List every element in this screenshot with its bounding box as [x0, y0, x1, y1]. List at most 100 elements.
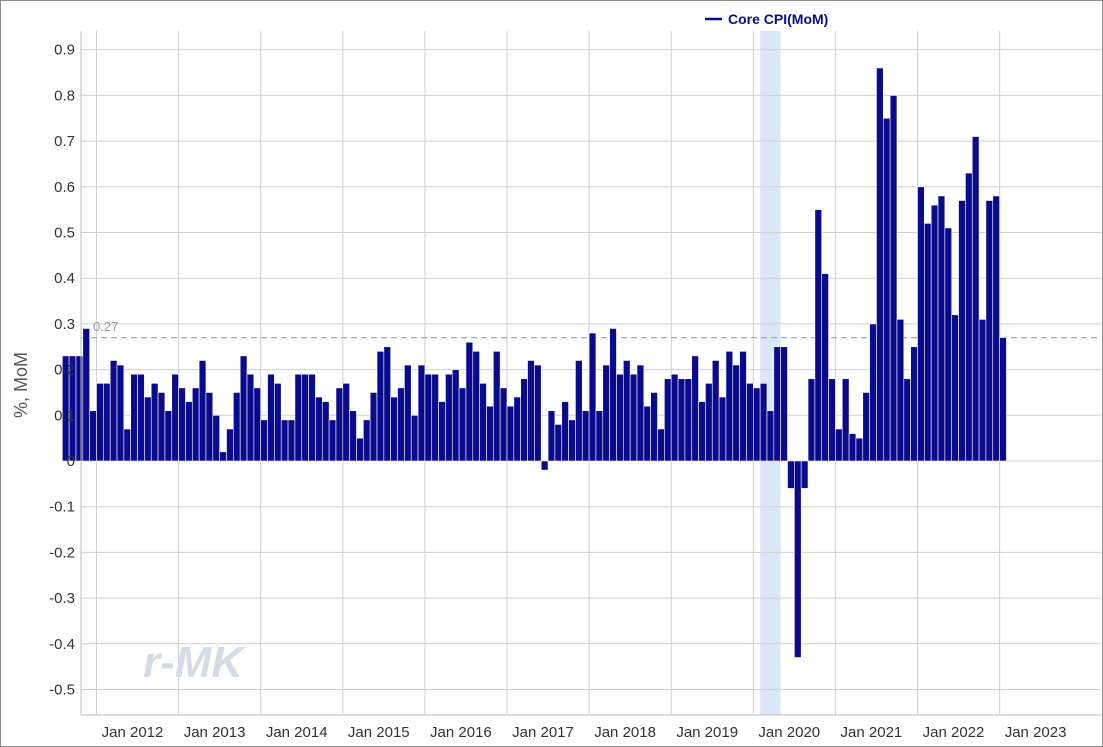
bar: [294, 373, 303, 462]
bar: [376, 351, 385, 462]
bar: [267, 373, 275, 462]
bar: [458, 387, 467, 462]
x-tick-label: Jan 2021: [841, 724, 903, 741]
y-tick-label: 0.1: [54, 407, 75, 424]
bar: [800, 460, 809, 489]
bar: [746, 383, 754, 462]
bar: [82, 328, 90, 462]
bar: [766, 410, 775, 462]
bar: [342, 383, 350, 462]
x-tick-label: Jan 2012: [102, 724, 164, 741]
bar: [732, 364, 740, 462]
bar: [451, 369, 460, 462]
bar: [828, 378, 836, 462]
bar: [629, 373, 638, 462]
bar: [930, 204, 939, 462]
bar: [965, 172, 973, 462]
bar: [424, 373, 433, 462]
bar: [684, 378, 693, 462]
bar: [787, 460, 795, 489]
bar: [280, 419, 289, 462]
bar: [575, 360, 583, 462]
bar: [547, 410, 556, 462]
bar: [958, 200, 966, 462]
x-tick-label: Jan 2017: [512, 724, 574, 741]
bar: [889, 95, 898, 462]
legend[interactable]: Core CPI(MoM): [705, 11, 828, 27]
bar: [664, 378, 672, 462]
bar: [472, 351, 480, 462]
y-tick-label: 0.5: [54, 225, 75, 242]
bar: [527, 360, 535, 462]
bar: [677, 378, 686, 462]
bar: [226, 428, 234, 462]
x-tick-label: Jan 2020: [758, 724, 820, 741]
x-tick-label: Jan 2023: [1005, 724, 1067, 741]
y-tick-label: 0: [67, 453, 75, 470]
bar: [540, 460, 549, 471]
bar: [602, 364, 610, 462]
bar: [438, 401, 446, 462]
bar: [75, 355, 84, 462]
bar: [246, 373, 255, 462]
bar: [554, 424, 563, 462]
bar: [609, 328, 617, 462]
bar: [841, 378, 850, 462]
bar: [773, 346, 781, 462]
bar: [123, 428, 132, 462]
bar: [581, 410, 590, 462]
bar: [855, 437, 864, 462]
bar: [725, 351, 734, 462]
bar: [178, 387, 186, 462]
y-tick-label: 0.4: [54, 270, 75, 287]
bar: [191, 387, 200, 462]
bar: [917, 186, 925, 462]
y-tick-label: -0.1: [49, 499, 75, 516]
bar: [698, 401, 706, 462]
y-tick-label: -0.3: [49, 590, 75, 607]
bar: [650, 392, 658, 462]
bar: [718, 396, 727, 462]
bar: [383, 346, 391, 462]
bar: [144, 396, 152, 462]
bar: [752, 387, 761, 462]
bar: [534, 364, 542, 462]
recession-shade: [760, 31, 781, 715]
x-tick-label: Jan 2016: [430, 724, 492, 741]
bar: [896, 319, 905, 462]
bar: [445, 373, 453, 462]
bar: [903, 378, 911, 462]
bar: [171, 373, 179, 462]
legend-label[interactable]: Core CPI(MoM): [728, 11, 828, 27]
bar: [561, 401, 569, 462]
watermark: r-MK: [143, 638, 246, 687]
bar: [198, 360, 207, 462]
x-tick-label: Jan 2015: [348, 724, 410, 741]
bar: [157, 392, 166, 462]
bar: [506, 405, 515, 462]
bar: [335, 387, 344, 462]
bar: [116, 364, 125, 462]
bar: [882, 117, 891, 462]
bar: [130, 373, 138, 462]
bar: [821, 273, 829, 462]
bar: [862, 392, 870, 462]
bar: [89, 410, 97, 462]
bar: [869, 323, 877, 462]
bar: [794, 460, 802, 658]
bar: [520, 378, 528, 462]
bars: [61, 67, 1007, 658]
bar: [691, 355, 699, 462]
bar: [315, 396, 323, 462]
bar: [260, 419, 268, 462]
bar: [711, 360, 720, 462]
bar: [759, 383, 768, 462]
bar: [835, 428, 843, 462]
bar: [321, 401, 330, 462]
bar: [971, 136, 980, 462]
bar: [185, 401, 193, 462]
x-tick-label: Jan 2014: [266, 724, 328, 741]
bar: [137, 373, 145, 462]
bar: [944, 227, 953, 462]
